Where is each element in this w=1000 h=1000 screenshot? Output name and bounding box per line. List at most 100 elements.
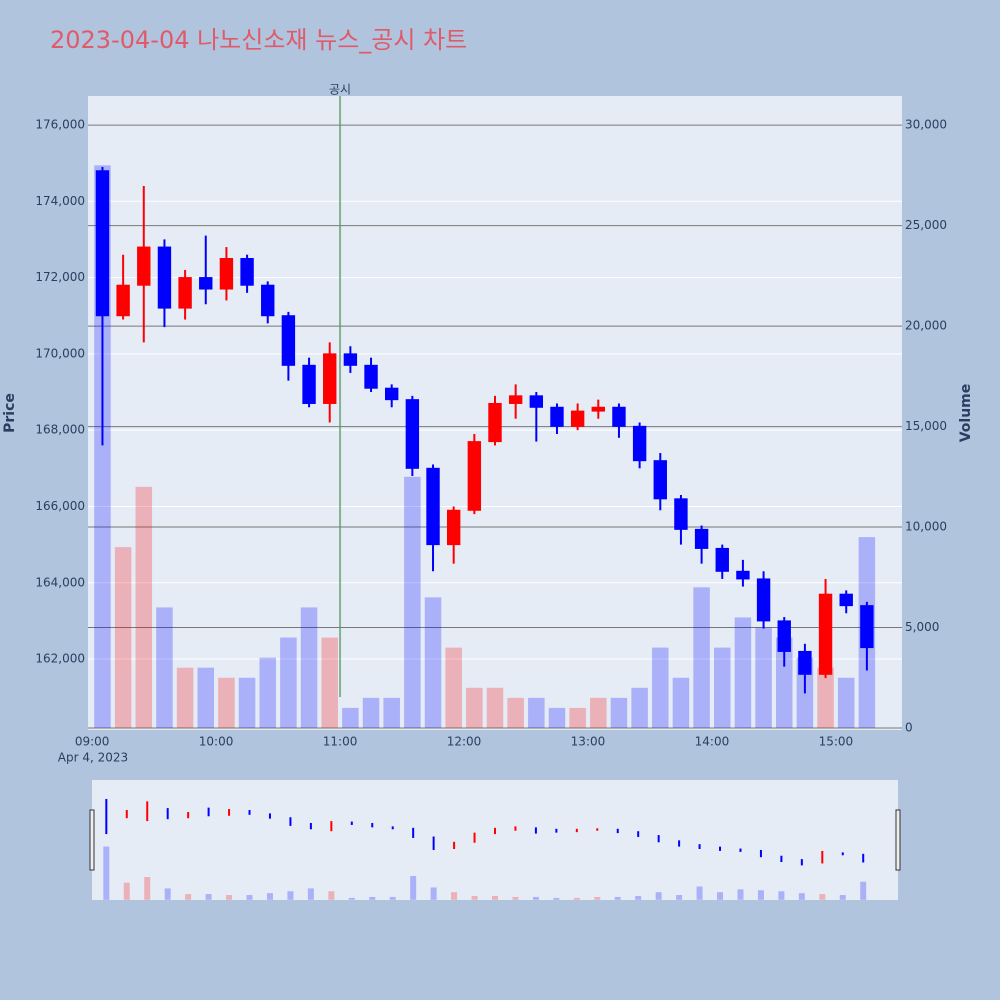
volume-bar	[156, 607, 173, 728]
volume-bar	[197, 667, 215, 728]
slider-volume-bar	[348, 897, 355, 900]
candle-body	[261, 284, 275, 317]
candle-body	[818, 593, 833, 675]
candle-body	[240, 258, 254, 286]
slider-volume-bar	[717, 892, 724, 900]
y2-tick-label: 0	[905, 720, 913, 734]
volume-bar	[631, 687, 648, 728]
slider-volume-bar	[144, 876, 151, 900]
volume-bar	[466, 687, 483, 728]
volume-bar	[424, 597, 442, 728]
slider-volume-bar	[757, 890, 764, 900]
y-tick-label: 168,000	[35, 423, 85, 437]
candle-body	[446, 509, 461, 546]
candle-body	[694, 528, 709, 549]
range-slider	[92, 780, 898, 900]
slider-volume-bar	[798, 893, 805, 900]
volume-bar	[652, 647, 669, 728]
volume-bar	[176, 667, 194, 728]
slider-volume-bar	[819, 894, 826, 900]
slider-volume-bar	[451, 892, 458, 900]
volume-bar	[342, 707, 359, 728]
candle-body	[612, 406, 626, 427]
volume-bar	[672, 677, 690, 728]
volume-bar	[713, 647, 731, 728]
volume-bar	[321, 637, 338, 728]
candle-body	[343, 353, 358, 366]
candle-body	[550, 406, 564, 427]
volume-bar	[404, 476, 421, 728]
candle-body	[137, 246, 151, 286]
chart-title: 2023-04-04 나노신소재 뉴스_공시 차트	[50, 26, 467, 54]
y-tick-label: 164,000	[35, 575, 85, 589]
volume-bar	[610, 697, 628, 728]
slider-volume-bar	[205, 894, 212, 900]
x-tick-label: 14:00	[695, 735, 730, 749]
y2-tick-label: 30,000	[905, 118, 947, 132]
candle-body	[508, 395, 523, 404]
slider-volume-bar	[512, 896, 519, 900]
slider-volume-bar	[573, 897, 580, 900]
candle-body	[467, 441, 482, 511]
volume-bar	[300, 607, 318, 728]
slider-volume-bar	[389, 896, 396, 900]
y-tick-label: 170,000	[35, 346, 85, 360]
volume-bar	[775, 637, 793, 728]
slider-volume-bar	[226, 895, 233, 900]
candle-body	[426, 467, 440, 546]
candle-body	[529, 395, 544, 408]
slider-volume-bar	[410, 876, 417, 900]
volume-bar	[693, 587, 710, 728]
volume-bar	[837, 677, 855, 728]
annotation-label: 공시	[329, 83, 351, 97]
y2-axis-title: Volume	[958, 384, 974, 443]
volume-bar	[259, 657, 277, 728]
candle-body	[653, 460, 667, 500]
candle-body	[736, 570, 750, 580]
x-tick-label: 09:00	[75, 735, 110, 749]
y2-tick-label: 15,000	[905, 419, 947, 433]
volume-bar	[569, 707, 586, 728]
x-tick-label: 12:00	[447, 735, 482, 749]
volume-bar	[486, 687, 504, 728]
y-tick-label: 176,000	[35, 117, 85, 131]
slider-volume-bar	[594, 896, 601, 900]
volume-bar	[135, 486, 153, 728]
slider-volume-bar	[778, 891, 785, 900]
candle-body	[715, 547, 729, 572]
volume-bar	[507, 697, 524, 728]
y2-tick-label: 25,000	[905, 218, 947, 232]
slider-handle	[895, 809, 901, 871]
slider-volume-bar	[185, 894, 192, 900]
y2-tick-label: 20,000	[905, 319, 947, 333]
slider-volume-bar	[164, 888, 171, 900]
candle-body	[219, 258, 234, 290]
slider-volume-bar	[266, 893, 273, 900]
volume-bar	[445, 647, 462, 728]
candle-body	[570, 410, 585, 427]
candle-body	[157, 246, 172, 309]
slider-volume-bar	[860, 881, 867, 900]
y-axis-title: Price	[2, 393, 18, 433]
slider-volume-bar	[369, 896, 376, 900]
candle-body	[281, 315, 296, 366]
x-date-label: Apr 4, 2023	[58, 751, 128, 765]
candle-body	[488, 402, 502, 443]
volume-bar	[280, 637, 297, 728]
slider-volume-bar	[307, 888, 314, 900]
slider-volume-bar	[676, 895, 683, 900]
y-tick-label: 174,000	[35, 194, 85, 208]
volume-bar	[238, 677, 256, 728]
slider-volume-bar	[696, 886, 703, 900]
volume-bar	[734, 617, 752, 728]
slider-volume-bar	[328, 891, 335, 900]
y2-tick-label: 10,000	[905, 520, 947, 534]
volume-bar	[548, 707, 566, 728]
candle-body	[364, 364, 378, 389]
x-tick-label: 10:00	[199, 735, 234, 749]
volume-bar	[755, 627, 772, 728]
candle-body	[302, 364, 316, 404]
slider-volume-bar	[635, 896, 642, 900]
slider-volume-bar	[492, 896, 498, 900]
